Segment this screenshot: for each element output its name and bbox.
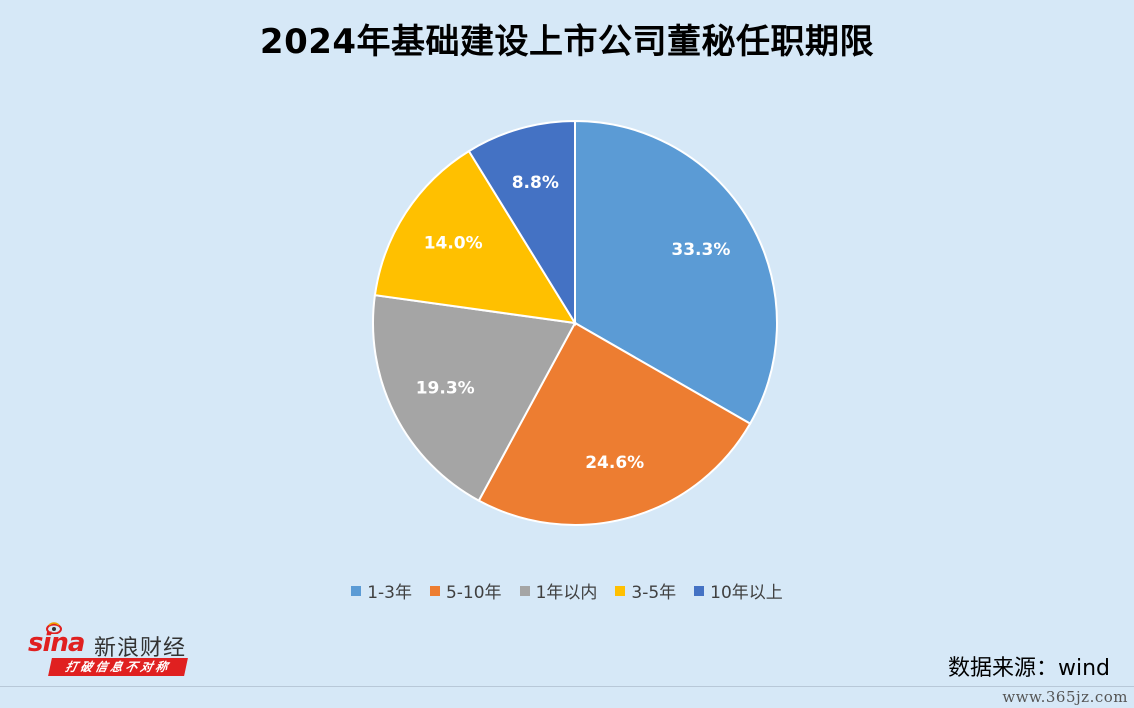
legend-item-4: 10年以上 [694,578,783,603]
pie-slice-3 [373,149,577,325]
slice-label-1: 24.6% [585,453,644,473]
legend-item-0: 1-3年 [351,578,412,603]
sina-finance-logo: sina 新浪财经 打破信息不对称 [28,622,188,678]
pie-slice-1 [477,321,752,526]
legend-swatch-2 [519,585,530,596]
chart-legend: 1-3年 5-10年 1年以内 3-5年 10年以上 [0,578,1134,603]
legend-swatch-1 [429,585,440,596]
legend-swatch-3 [615,585,626,596]
legend-item-1: 5-10年 [429,578,502,603]
legend-label-3: 3-5年 [631,583,677,603]
slice-label-2: 19.3% [416,379,475,399]
legend-label-2: 1年以内 [535,583,598,603]
pie-slice-4 [467,119,576,327]
pie-slice-2 [372,294,577,502]
data-source-note: 数据来源：wind [947,656,1110,681]
pie-slice-0 [574,119,778,425]
legend-label-4: 10年以上 [710,583,783,603]
legend-item-3: 3-5年 [615,578,676,603]
logo-name: 新浪财经 [94,636,187,661]
chart-title: 2024年基础建设上市公司董秘任职期限 [259,22,875,62]
site-watermark: www.365jz.com [1002,688,1128,706]
legend-label-0: 1-3年 [367,583,412,603]
bottom-divider [0,686,1134,708]
legend-swatch-0 [351,585,362,596]
slice-label-3: 14.0% [424,234,483,254]
legend-item-2: 1年以内 [519,578,598,603]
slice-label-4: 8.8% [512,173,559,193]
logo-slogan: 打破信息不对称 [48,658,188,676]
slice-label-0: 33.3% [671,240,730,260]
legend-swatch-4 [694,585,705,596]
legend-label-1: 5-10年 [445,583,502,603]
sina-eye-icon [46,622,62,634]
sina-wordmark: sina [28,628,85,658]
